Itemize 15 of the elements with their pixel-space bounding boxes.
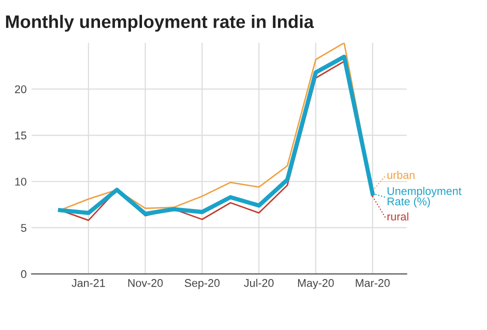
x-tick-label: Sep-20 bbox=[184, 279, 220, 290]
x-tick-label: May-20 bbox=[298, 279, 334, 290]
y-tick-label: 0 bbox=[21, 270, 26, 278]
series-label: rural bbox=[387, 212, 408, 221]
x-tick-label: Nov-20 bbox=[128, 279, 163, 287]
chart-title: Monthly unemployment rate in India bbox=[6, 14, 314, 32]
y-tick-label: 10 bbox=[15, 178, 26, 186]
series-label: urban bbox=[387, 170, 414, 179]
x-tick-label: Jul-20 bbox=[244, 278, 274, 287]
legend-label: Unemployment Rate (%) bbox=[388, 186, 462, 208]
y-tick-label: 15 bbox=[15, 132, 26, 140]
x-tick-label: Mar-20 bbox=[356, 279, 390, 287]
x-tick-label: Jan-21 bbox=[72, 279, 105, 287]
y-tick-label: 5 bbox=[21, 224, 26, 232]
y-tick-label: 20 bbox=[14, 85, 26, 94]
